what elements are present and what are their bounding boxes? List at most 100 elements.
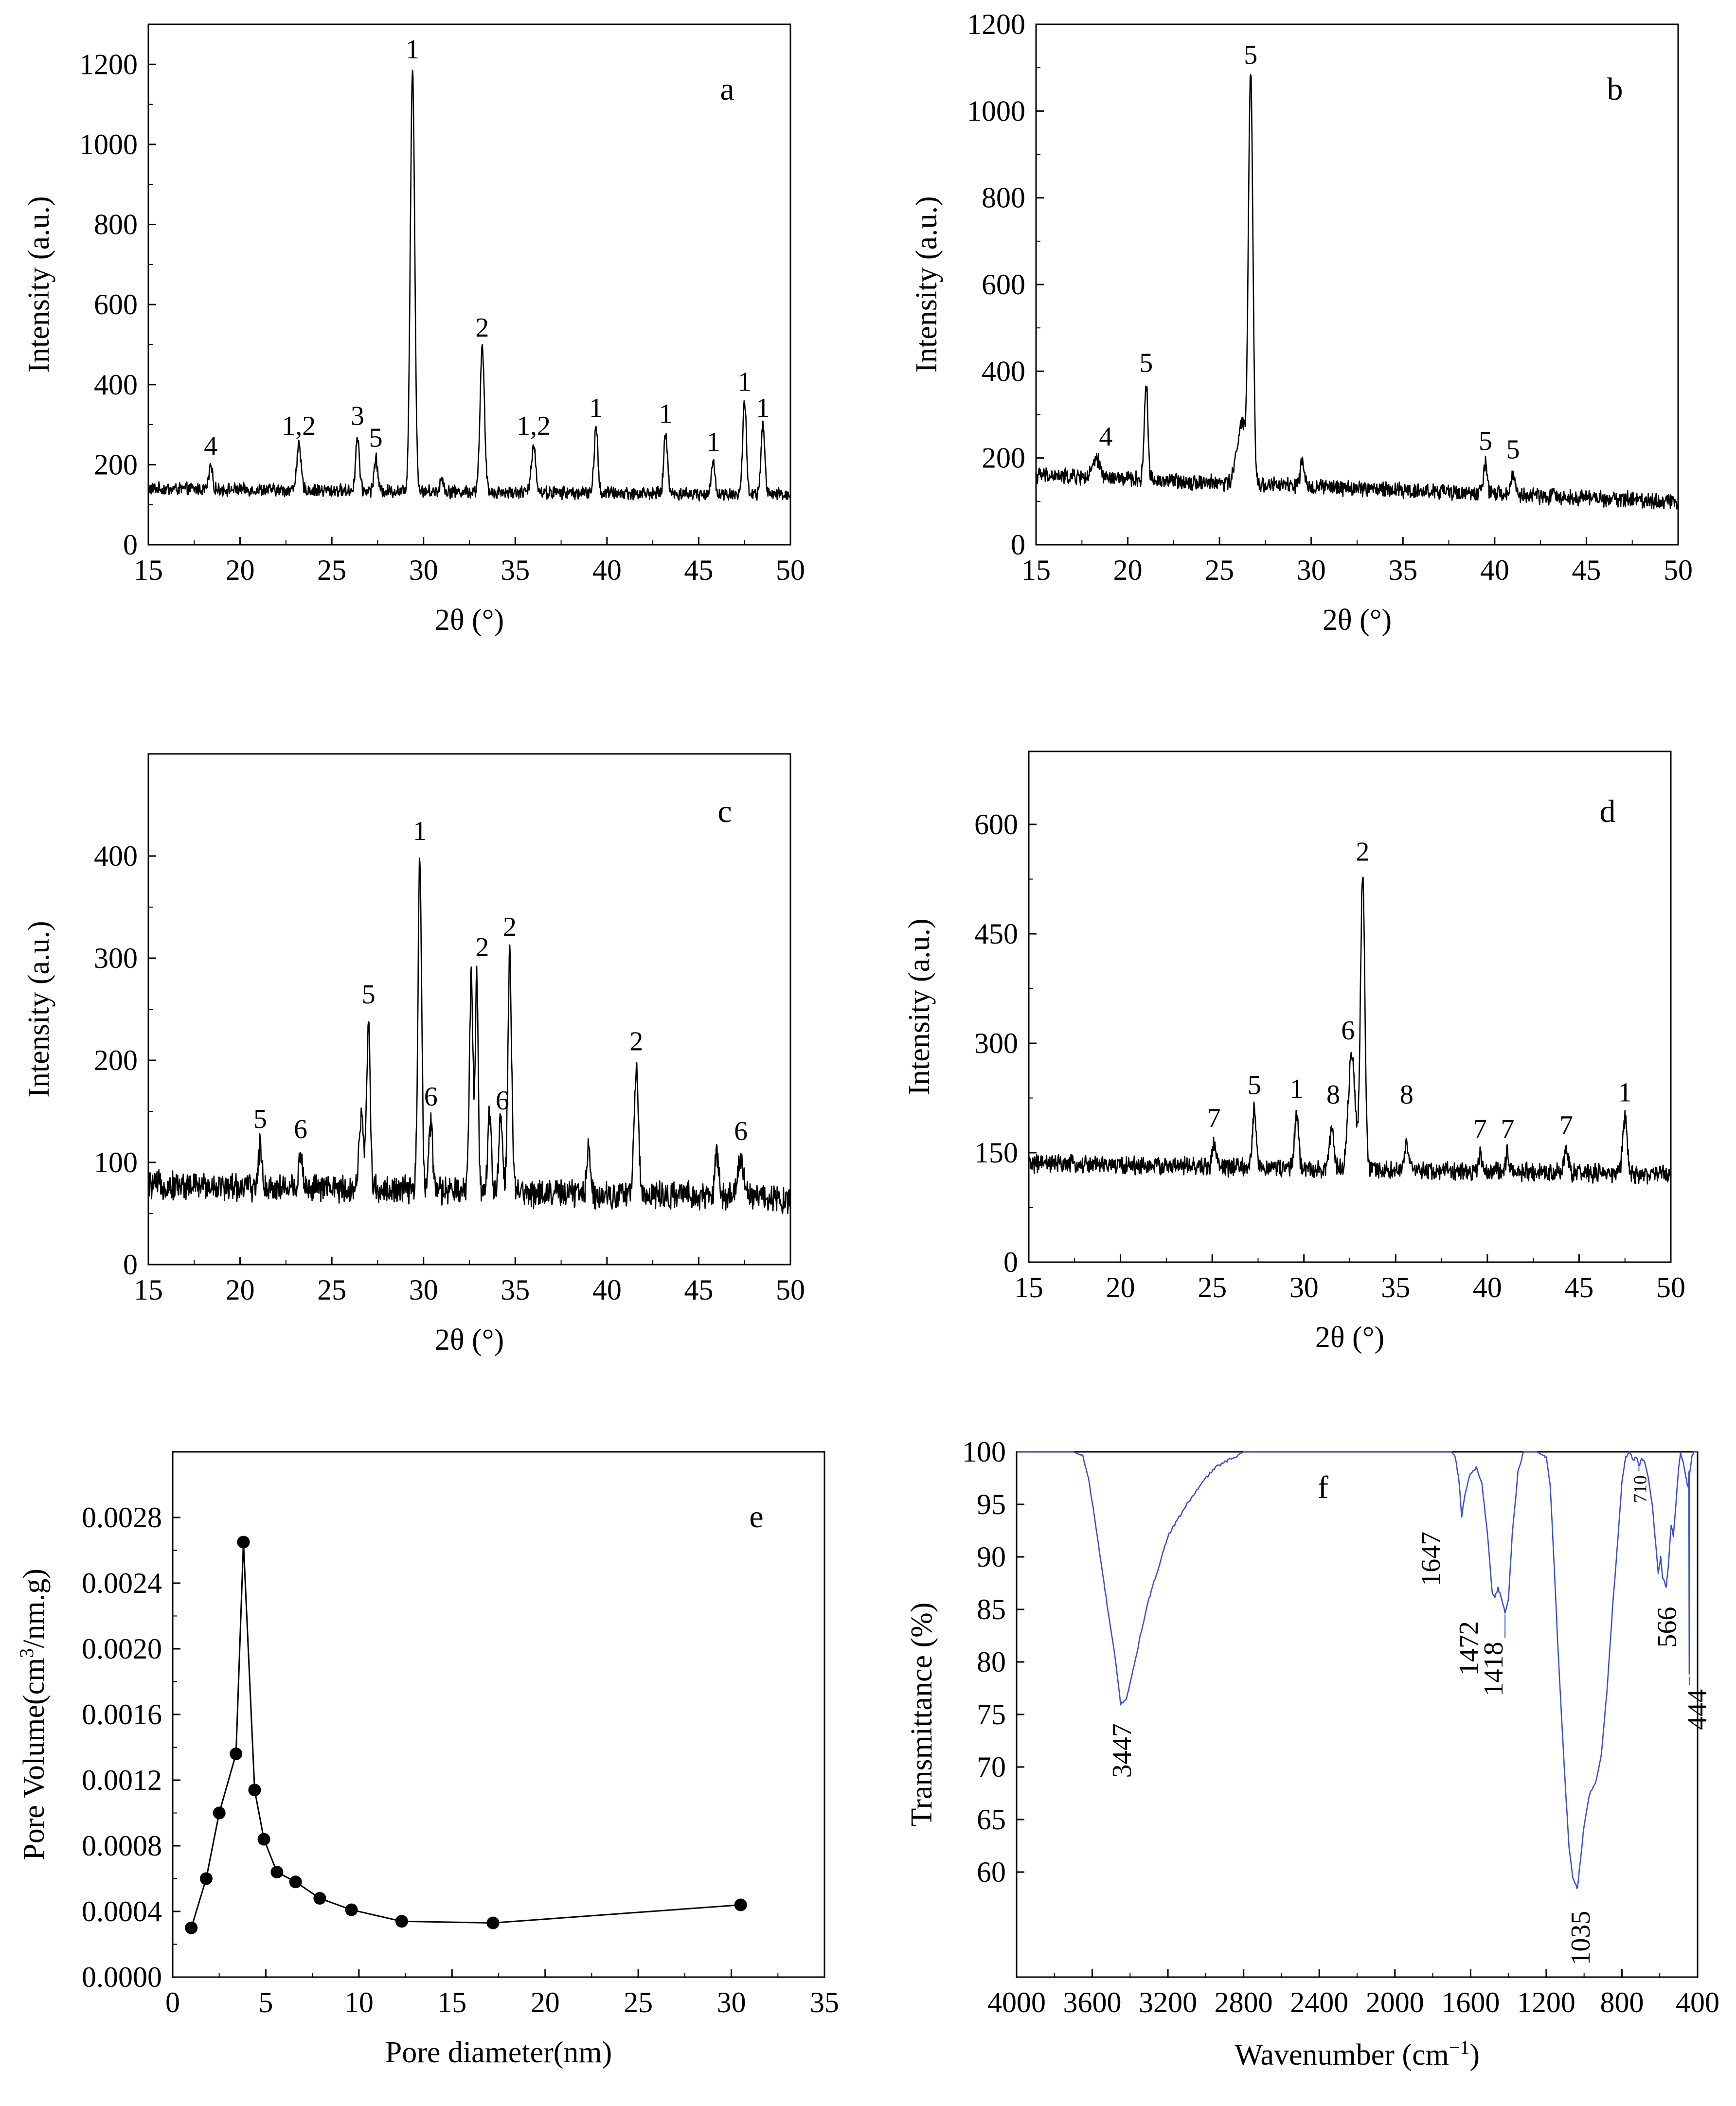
xrd-pattern [147, 857, 791, 1214]
x-tick-label: 35 [810, 1986, 839, 2018]
x-tick-label: 15 [1021, 554, 1051, 586]
peak-label: 1 [589, 393, 603, 423]
x-axis-title: 2θ (°) [1315, 1321, 1384, 1354]
data-point [313, 1892, 326, 1905]
x-tick-label: 35 [1381, 1271, 1410, 1303]
x-tick-label: 35 [501, 554, 530, 586]
peak-label: 1 [1290, 1074, 1304, 1104]
y-tick-label: 0 [1011, 529, 1025, 561]
x-tick-label: 40 [1480, 554, 1509, 586]
x-tick-label: 35 [501, 1274, 530, 1306]
x-tick-label: 5 [258, 1986, 273, 2018]
xrd-pattern [1028, 876, 1672, 1185]
peak-label: 2 [1356, 837, 1369, 867]
peak-label: 5 [362, 980, 376, 1010]
y-tick-label: 95 [977, 1488, 1006, 1520]
ftir-spectrum [1017, 1451, 1698, 1889]
peak-label: 7 [1207, 1103, 1221, 1133]
x-tick-label: 20 [1106, 1271, 1135, 1303]
y-axis-title: Intensity (a.u.) [22, 196, 55, 373]
peak-label: 5 [1248, 1071, 1261, 1101]
y-axis-title: Pore Volume(cm3/nm.g) [16, 1569, 51, 1860]
panel-e: 0 5 10 15 20 25 30 35 0.0000 0.0004 0.0008 0.0012 0.… [16, 1451, 839, 2069]
peak-label: 2 [503, 912, 517, 942]
x-tick-label: 30 [409, 554, 438, 586]
panel-b: 15 20 25 30 35 40 45 50020040060080010001200455… [910, 8, 1693, 637]
data-point [270, 1866, 284, 1878]
peak-label: 4 [1099, 422, 1112, 452]
peak-label: 4 [204, 431, 217, 461]
panel-letter: e [749, 1499, 763, 1535]
y-tick-label: 600 [94, 288, 138, 321]
x-tick-label: 30 [409, 1274, 438, 1306]
peak-label: 7 [1501, 1114, 1514, 1144]
x-axis-title: Wavenumber (cm−1) [1235, 2036, 1480, 2071]
y-tick-label: 0 [123, 1249, 138, 1281]
x-tick-label: 3200 [1139, 1986, 1197, 2018]
x-tick-label: 4000 [987, 1986, 1046, 2018]
panel-letter: c [717, 794, 732, 829]
data-point [289, 1875, 302, 1889]
x-tick-label: 25 [1198, 1271, 1227, 1303]
peak-label: 1 [413, 816, 427, 846]
x-tick-label: 20 [531, 1986, 560, 2018]
x-tick-label: 20 [226, 1274, 255, 1306]
x-tick-label: 40 [592, 554, 622, 586]
y-tick-label: 0.0020 [82, 1633, 162, 1665]
y-tick-label: 450 [974, 918, 1018, 950]
y-tick-label: 1200 [967, 8, 1025, 40]
peak-label: 1,2 [517, 411, 551, 441]
y-tick-label: 80 [977, 1646, 1006, 1678]
y-tick-label: 75 [977, 1698, 1006, 1731]
y-tick-label: 0.0012 [82, 1764, 162, 1796]
x-tick-label: 25 [1205, 554, 1234, 586]
peak-annotation: 1418 [1479, 1642, 1509, 1696]
y-tick-label: 60 [977, 1856, 1006, 1888]
data-point [734, 1898, 747, 1911]
x-tick-label: 1600 [1441, 1986, 1500, 2018]
x-tick-label: 45 [1564, 1271, 1593, 1303]
y-tick-label: 100 [94, 1146, 138, 1178]
peak-annotation: 3447 [1107, 1723, 1137, 1778]
peak-label: 6 [294, 1114, 307, 1144]
y-tick-label: 65 [977, 1803, 1006, 1836]
y-tick-label: 1000 [967, 95, 1025, 127]
x-tick-label: 15 [437, 1986, 466, 2018]
panel-letter: d [1600, 794, 1616, 829]
panel-letter: a [720, 71, 734, 107]
x-tick-label: 20 [226, 554, 255, 586]
peak-label: 6 [1341, 1016, 1355, 1046]
y-tick-label: 85 [977, 1593, 1006, 1625]
y-tick-label: 600 [982, 268, 1025, 301]
peak-label: 3 [351, 401, 364, 431]
peak-annotation: 1647 [1416, 1532, 1446, 1586]
panel-letter: b [1607, 71, 1623, 107]
y-tick-label: 800 [982, 182, 1025, 214]
y-tick-label: 600 [974, 808, 1018, 840]
x-tick-label: 30 [717, 1986, 746, 2018]
x-axis-title: Pore diameter(nm) [385, 2036, 612, 2069]
x-tick-label: 2000 [1366, 1986, 1424, 2018]
y-tick-label: 0.0000 [82, 1961, 162, 1993]
y-tick-label: 0.0008 [82, 1830, 162, 1862]
peak-label: 1 [406, 35, 419, 65]
peak-label: 1 [707, 427, 720, 457]
x-tick-label: 2400 [1290, 1986, 1348, 2018]
y-tick-label: 1200 [79, 48, 138, 80]
y-tick-label: 100 [962, 1436, 1006, 1468]
y-tick-label: 400 [94, 840, 138, 872]
peak-label: 5 [1139, 348, 1153, 378]
data-point [248, 1784, 261, 1797]
x-tick-label: 3600 [1063, 1986, 1122, 2018]
peak-label: 1,2 [282, 411, 316, 441]
y-tick-label: 200 [982, 442, 1025, 474]
peak-label: 1 [1618, 1078, 1632, 1108]
x-tick-label: 15 [134, 554, 163, 586]
y-tick-label: 800 [94, 209, 138, 241]
peak-annotation: 444 [1682, 1689, 1713, 1730]
x-tick-label: 20 [1113, 554, 1143, 586]
x-tick-label: 50 [1664, 554, 1693, 586]
peak-label: 5 [1244, 40, 1257, 70]
x-tick-label: 25 [317, 1274, 346, 1306]
peak-label: 8 [1400, 1080, 1414, 1110]
